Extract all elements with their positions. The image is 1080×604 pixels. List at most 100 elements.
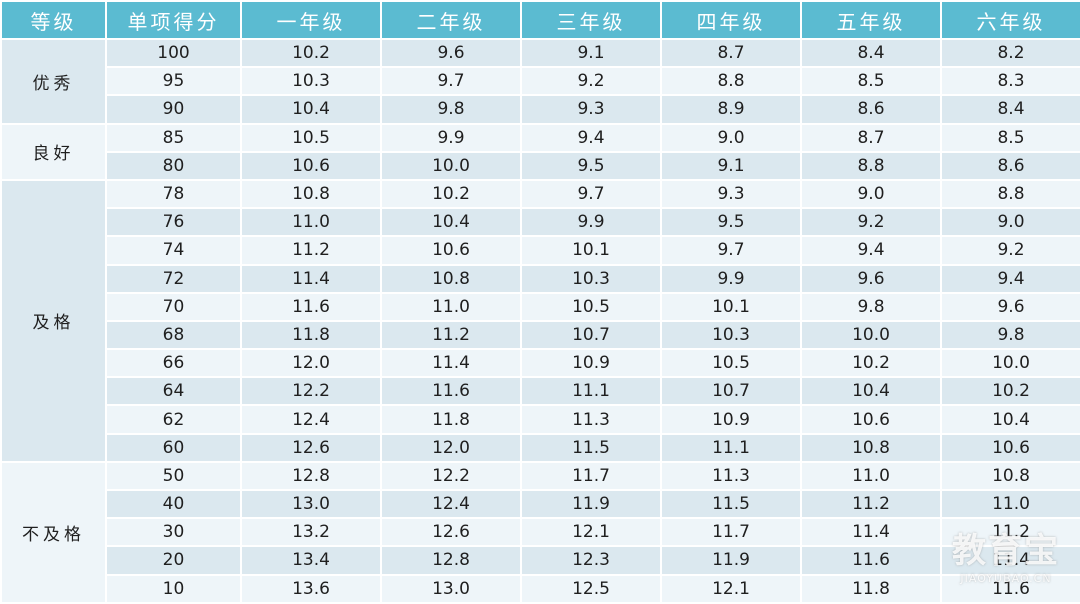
score-cell: 100 [105,37,242,69]
time-cell: 9.0 [660,122,802,153]
time-cell: 11.8 [240,319,382,351]
time-cell: 10.9 [520,348,662,379]
score-cell: 62 [105,404,242,435]
time-cell: 9.7 [660,235,802,266]
time-cell: 10.8 [940,460,1080,492]
score-cell: 95 [105,66,242,97]
table-header: 等级 单项得分 一年级 二年级 三年级 四年级 五年级 六年级 [0,0,1080,40]
table-row: 62 12.4 11.8 11.3 10.9 10.6 10.4 [1,404,1080,435]
time-cell: 10.4 [240,94,382,125]
time-cell: 9.1 [520,37,662,69]
header-grade-5: 五年级 [800,0,942,40]
time-cell: 10.9 [660,404,802,435]
time-cell: 12.2 [380,460,522,492]
time-cell: 10.4 [800,376,942,407]
time-cell: 10.3 [660,319,802,351]
header-grade-2: 二年级 [380,0,522,40]
time-cell: 12.1 [520,517,662,548]
time-cell: 9.8 [940,319,1080,351]
time-cell: 10.5 [520,291,662,322]
time-cell: 8.8 [940,178,1080,210]
table-row: 68 11.8 11.2 10.7 10.3 10.0 9.8 [1,319,1080,351]
time-cell: 8.8 [800,150,942,181]
time-cell: 9.8 [380,94,522,125]
time-cell: 11.9 [660,545,802,576]
time-cell: 9.9 [660,263,802,294]
time-cell: 10.1 [660,291,802,322]
header-grade: 等级 [0,0,107,40]
time-cell: 9.4 [520,122,662,153]
table-row: 90 10.4 9.8 9.3 8.9 8.6 8.4 [1,94,1080,125]
time-cell: 8.4 [940,94,1080,125]
time-cell: 9.4 [800,235,942,266]
time-cell: 9.0 [940,207,1080,238]
time-cell: 12.0 [240,348,382,379]
time-cell: 8.6 [940,150,1080,181]
time-cell: 8.9 [660,94,802,125]
time-cell: 10.4 [940,404,1080,435]
time-cell: 10.2 [940,376,1080,407]
score-cell: 78 [105,178,242,210]
time-cell: 9.3 [520,94,662,125]
time-cell: 12.0 [380,432,522,463]
table-row: 20 13.4 12.8 12.3 11.9 11.6 11.4 [1,545,1080,576]
time-cell: 12.2 [240,376,382,407]
time-cell: 9.1 [660,150,802,181]
time-cell: 9.7 [520,178,662,210]
time-cell: 9.5 [660,207,802,238]
score-cell: 10 [105,573,242,604]
time-cell: 11.4 [940,545,1080,576]
time-cell: 10.5 [660,348,802,379]
score-cell: 40 [105,488,242,520]
time-cell: 11.5 [520,432,662,463]
grade-cell: 及格 [0,178,107,463]
time-cell: 13.0 [380,573,522,604]
time-cell: 11.4 [800,517,942,548]
time-cell: 13.2 [240,517,382,548]
time-cell: 10.2 [240,37,382,69]
table-row: 72 11.4 10.8 10.3 9.9 9.6 9.4 [1,263,1080,294]
time-cell: 10.0 [800,319,942,351]
time-cell: 11.3 [660,460,802,492]
score-cell: 76 [105,207,242,238]
time-cell: 10.7 [660,376,802,407]
time-cell: 11.7 [660,517,802,548]
time-cell: 10.6 [940,432,1080,463]
time-cell: 11.3 [520,404,662,435]
time-cell: 10.3 [520,263,662,294]
time-cell: 11.8 [800,573,942,604]
time-cell: 11.2 [240,235,382,266]
score-cell: 72 [105,263,242,294]
time-cell: 11.2 [380,319,522,351]
time-cell: 9.2 [800,207,942,238]
time-cell: 10.6 [240,150,382,181]
table-row: 优秀 100 10.2 9.6 9.1 8.7 8.4 8.2 [0,37,1080,125]
time-cell: 9.2 [520,66,662,97]
time-cell: 12.4 [380,488,522,520]
grade-cell: 不及格 [0,460,107,604]
time-cell: 10.7 [520,319,662,351]
time-cell: 12.5 [520,573,662,604]
score-cell: 74 [105,235,242,266]
score-cell: 30 [105,517,242,548]
time-cell: 9.7 [380,66,522,97]
time-cell: 11.0 [800,460,942,492]
time-cell: 10.4 [380,207,522,238]
score-cell: 50 [105,460,242,492]
time-cell: 12.8 [380,545,522,576]
time-cell: 9.4 [940,263,1080,294]
grade-cell: 良好 [0,122,107,181]
time-cell: 12.6 [240,432,382,463]
header-grade-4: 四年级 [660,0,802,40]
time-cell: 9.2 [940,235,1080,266]
time-cell: 10.6 [380,235,522,266]
header-score: 单项得分 [105,0,242,40]
time-cell: 12.3 [520,545,662,576]
table-row: 70 11.6 11.0 10.5 10.1 9.8 9.6 [1,291,1080,322]
time-cell: 9.9 [380,122,522,153]
time-cell: 11.0 [380,291,522,322]
time-cell: 11.2 [800,488,942,520]
time-cell: 8.3 [940,66,1080,97]
time-cell: 11.7 [520,460,662,492]
